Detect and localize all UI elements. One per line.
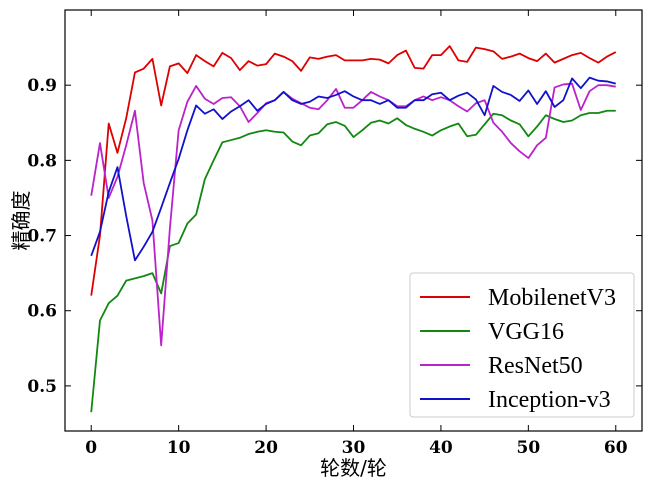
x-tick-label-1: 10 — [167, 438, 191, 458]
legend-label-1: VGG16 — [488, 319, 564, 345]
legend-label-2: ResNet50 — [488, 353, 583, 379]
x-tick-label-4: 40 — [429, 438, 453, 458]
series-layer — [90, 45, 617, 413]
legend-label-3: Inception-v3 — [488, 387, 611, 413]
series-line-2 — [90, 82, 616, 347]
y-tick-label-4: 0.9 — [27, 76, 57, 96]
y-axis-label: 精确度 — [9, 191, 33, 251]
y-tick-label-1: 0.6 — [27, 302, 57, 322]
legend-label-0: MobilenetV3 — [488, 285, 616, 311]
x-tick-label-3: 30 — [342, 438, 366, 458]
series-line-0 — [90, 45, 617, 296]
x-tick-label-2: 20 — [254, 438, 278, 458]
x-tick-label-5: 50 — [517, 438, 541, 458]
x-axis-label: 轮数/轮 — [320, 456, 387, 480]
y-tick-label-3: 0.8 — [27, 151, 57, 171]
legend: MobilenetV3 VGG16 ResNet50 Inception-v3 — [409, 272, 635, 418]
y-tick-label-2: 0.7 — [27, 227, 57, 247]
x-tick-label-6: 60 — [604, 438, 628, 458]
y-tick-label-0: 0.5 — [27, 377, 57, 397]
series-line-1 — [90, 109, 616, 413]
legend-box — [409, 272, 635, 418]
series-line-3 — [90, 76, 616, 262]
x-tick-label-0: 0 — [85, 438, 97, 458]
ticks-layer: 0 10 20 30 40 50 60 0.5 0.6 0.7 0.8 0.9 — [27, 10, 642, 458]
